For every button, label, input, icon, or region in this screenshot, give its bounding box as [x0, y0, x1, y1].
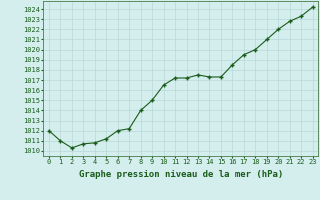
X-axis label: Graphe pression niveau de la mer (hPa): Graphe pression niveau de la mer (hPa): [79, 170, 283, 179]
